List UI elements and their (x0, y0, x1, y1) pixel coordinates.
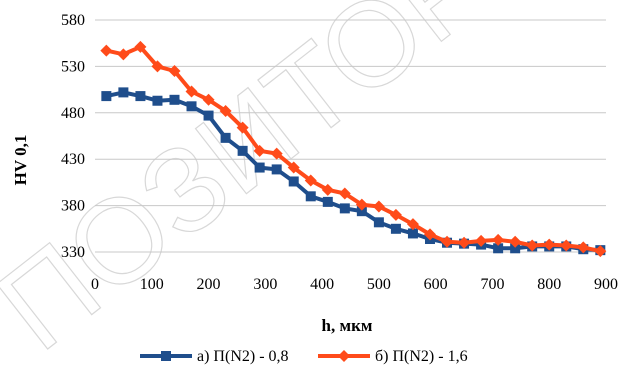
data-point (203, 110, 214, 121)
data-point (493, 243, 504, 254)
data-point (186, 101, 197, 112)
data-point (270, 147, 283, 160)
legend-label: а) П(N2) - 0,8 (197, 348, 289, 365)
x-tick-labels: 0 100 200 300 400 500 600 700 800 900 (91, 276, 618, 293)
data-point (237, 145, 248, 156)
data-point (577, 241, 590, 254)
data-point (236, 121, 249, 134)
data-point (458, 236, 471, 249)
data-series (100, 40, 607, 258)
data-point (100, 44, 113, 57)
data-point (185, 85, 198, 98)
data-point (135, 91, 146, 102)
data-point (305, 191, 316, 202)
x-tick-label: 200 (197, 276, 221, 293)
data-point (322, 196, 333, 207)
x-tick-label: 0 (91, 276, 99, 293)
y-tick-label: 330 (61, 244, 85, 261)
y-tick-label: 380 (61, 198, 85, 215)
data-point (304, 174, 317, 187)
y-tick-label: 430 (61, 151, 85, 168)
y-tick-label: 580 (61, 12, 85, 29)
data-point (321, 183, 334, 196)
y-axis-title: HV 0,1 (11, 135, 30, 186)
data-point (594, 245, 607, 258)
data-point (202, 93, 215, 106)
legend-item-2: б) П(N2) - 1,6 (318, 348, 468, 365)
data-point (254, 162, 265, 173)
data-point (475, 234, 488, 247)
data-point (492, 233, 505, 246)
data-point (117, 48, 130, 61)
legend-item-1: а) П(N2) - 0,8 (140, 348, 289, 365)
series-2 (100, 40, 607, 258)
data-point (101, 91, 112, 102)
data-point (407, 228, 418, 239)
legend: а) П(N2) - 0,8 б) П(N2) - 1,6 (140, 348, 468, 365)
x-tick-label: 300 (253, 276, 277, 293)
data-point (356, 206, 367, 217)
data-point (372, 200, 385, 213)
data-point (406, 218, 419, 231)
legend-marker (161, 351, 171, 361)
gridlines (95, 19, 606, 253)
x-axis-title: h, мкм (322, 316, 373, 335)
data-point (287, 161, 300, 174)
data-point (219, 104, 232, 117)
x-tick-label: 600 (424, 276, 448, 293)
x-tick-label: 400 (310, 276, 334, 293)
data-point (389, 208, 402, 221)
data-point (288, 176, 299, 187)
data-point (118, 87, 129, 98)
x-tick-label: 700 (480, 276, 504, 293)
legend-marker (338, 350, 350, 362)
y-tick-label: 530 (61, 58, 85, 75)
data-point (373, 217, 384, 228)
y-tick-label: 480 (61, 105, 85, 122)
data-point (271, 164, 282, 175)
data-point (339, 203, 350, 214)
data-point (509, 235, 522, 248)
legend-label: б) П(N2) - 1,6 (375, 348, 468, 365)
x-tick-label: 500 (367, 276, 391, 293)
data-point (134, 40, 147, 53)
x-tick-label: 900 (594, 276, 618, 293)
data-point (441, 235, 454, 248)
data-point (338, 187, 351, 200)
data-point (253, 144, 266, 157)
data-point (390, 223, 401, 234)
data-point (152, 95, 163, 106)
data-point (560, 239, 573, 252)
data-point (423, 228, 436, 241)
x-tick-label: 800 (537, 276, 561, 293)
data-point (510, 243, 521, 254)
data-point (168, 65, 181, 78)
data-point (526, 239, 539, 252)
y-tick-labels: 330 380 430 480 530 580 (61, 12, 85, 261)
data-point (169, 94, 180, 105)
data-point (543, 238, 556, 251)
data-point (220, 132, 231, 143)
data-point (355, 198, 368, 211)
data-point (151, 60, 164, 73)
x-tick-label: 100 (140, 276, 164, 293)
